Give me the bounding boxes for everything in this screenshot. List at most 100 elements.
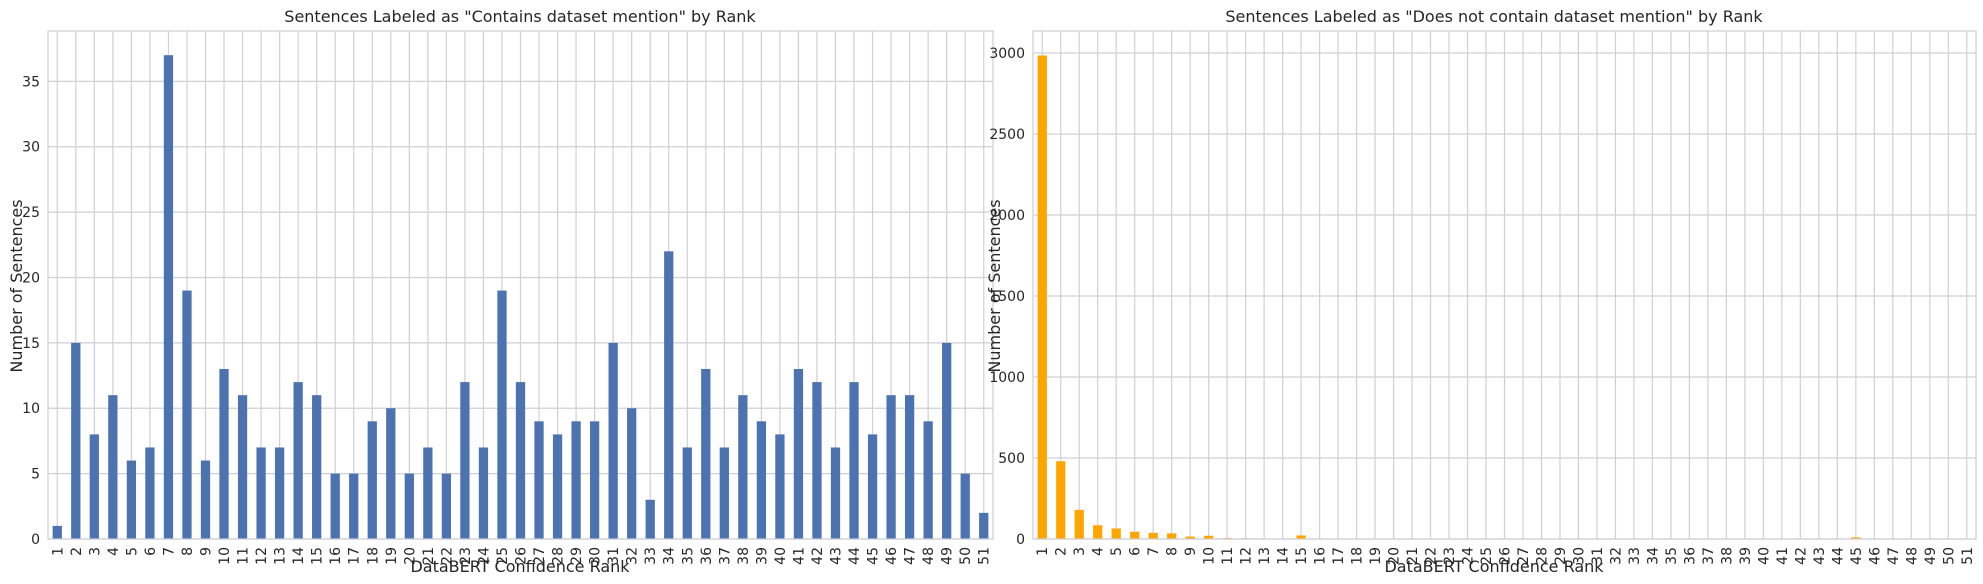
x-tick-label: 22	[439, 547, 455, 565]
x-tick-label: 40	[1756, 547, 1772, 565]
x-tick-label: 29	[569, 547, 585, 565]
x-tick-label: 16	[328, 547, 344, 565]
bar	[1130, 531, 1140, 539]
x-tick-label: 39	[754, 547, 770, 565]
bar	[126, 460, 137, 539]
bar	[404, 473, 414, 539]
x-tick-label: 48	[921, 547, 937, 565]
x-tick-label: 38	[736, 547, 752, 565]
bar	[645, 499, 655, 539]
x-tick-label: 25	[1479, 547, 1495, 565]
x-tick-label: 22	[1424, 547, 1440, 565]
x-tick-label: 30	[588, 547, 604, 565]
bar	[738, 395, 748, 539]
bar	[923, 421, 933, 539]
bar	[756, 421, 767, 539]
x-tick-label: 51	[977, 547, 993, 565]
x-tick-label: 15	[310, 547, 326, 565]
x-tick-label: 12	[1239, 547, 1255, 565]
x-tick-label: 10	[217, 547, 233, 565]
bar	[886, 395, 896, 539]
x-tick-label: 32	[625, 547, 641, 565]
bar	[1185, 536, 1195, 539]
bar	[182, 290, 192, 539]
y-tick-label: 20	[22, 270, 40, 286]
x-tick-label: 27	[532, 547, 548, 565]
bar	[219, 369, 229, 539]
chart-title: Sentences Labeled as "Does not contain d…	[1225, 7, 1763, 26]
y-tick-label: 5	[31, 467, 40, 483]
x-tick-label: 23	[1442, 547, 1458, 565]
bar	[1167, 533, 1177, 539]
x-tick-label: 11	[236, 547, 252, 565]
x-tick-label: 14	[291, 547, 307, 565]
x-tick-label: 27	[1516, 547, 1532, 565]
x-tick-label: 18	[1350, 547, 1366, 565]
bar	[812, 382, 822, 539]
x-tick-label: 4	[106, 547, 122, 556]
x-tick-label: 11	[1220, 547, 1236, 565]
x-tick-label: 20	[402, 547, 418, 565]
y-tick-label: 2000	[989, 208, 1025, 224]
x-tick-label: 17	[1331, 547, 1347, 565]
bar	[589, 421, 600, 539]
x-tick-label: 23	[458, 547, 474, 565]
y-tick-label: 1000	[989, 370, 1025, 386]
x-tick-label: 12	[254, 547, 270, 565]
x-tick-label: 24	[476, 547, 492, 565]
x-tick-label: 47	[903, 547, 919, 565]
x-tick-label: 10	[1202, 547, 1218, 565]
bar	[256, 447, 266, 539]
x-tick-label: 9	[1183, 547, 1199, 556]
x-tick-label: 36	[699, 547, 715, 565]
bar	[71, 342, 81, 539]
bar	[145, 447, 155, 539]
bar	[1148, 532, 1158, 539]
x-tick-label: 9	[199, 547, 215, 556]
x-tick-label: 47	[1886, 547, 1902, 565]
x-tick-label: 35	[680, 547, 696, 565]
bar	[237, 395, 248, 539]
x-tick-label: 7	[161, 547, 177, 556]
y-tick-label: 0	[31, 532, 40, 548]
x-tick-label: 5	[124, 547, 140, 556]
y-tick-label: 30	[22, 140, 40, 156]
bar	[904, 395, 915, 539]
x-tick-label: 26	[1498, 547, 1514, 565]
y-tick-label: 25	[22, 205, 40, 221]
x-tick-label: 8	[1165, 547, 1181, 556]
x-tick-label: 2	[69, 547, 85, 556]
bar	[627, 408, 637, 539]
bar	[478, 447, 489, 539]
chart-no-mention: Sentences Labeled as "Does not contain d…	[985, 7, 1977, 576]
bar	[349, 473, 359, 539]
bar	[571, 421, 581, 539]
x-tick-label: 37	[717, 547, 733, 565]
bar	[608, 342, 618, 539]
x-tick-label: 4	[1091, 547, 1107, 556]
x-tick-label: 6	[1128, 547, 1144, 556]
bar	[441, 473, 452, 539]
x-tick-label: 43	[1812, 547, 1828, 565]
bar	[1851, 537, 1861, 539]
bar	[1037, 55, 1047, 540]
x-tick-label: 28	[551, 547, 567, 565]
bar	[793, 369, 804, 539]
y-tick-label: 500	[998, 451, 1025, 467]
x-tick-label: 33	[1627, 547, 1643, 565]
x-tick-label: 31	[606, 547, 622, 565]
bar	[108, 395, 118, 539]
x-tick-label: 50	[958, 547, 974, 565]
bar	[1296, 535, 1306, 539]
bar	[274, 447, 285, 539]
x-tick-label: 6	[143, 547, 159, 556]
x-tick-label: 34	[662, 547, 678, 565]
x-tick-label: 14	[1276, 547, 1292, 565]
x-tick-label: 8	[180, 547, 196, 556]
x-tick-label: 48	[1904, 547, 1920, 565]
bar	[719, 447, 729, 539]
bar	[386, 408, 396, 539]
x-tick-label: 38	[1719, 547, 1735, 565]
x-tick-label: 42	[810, 547, 826, 565]
